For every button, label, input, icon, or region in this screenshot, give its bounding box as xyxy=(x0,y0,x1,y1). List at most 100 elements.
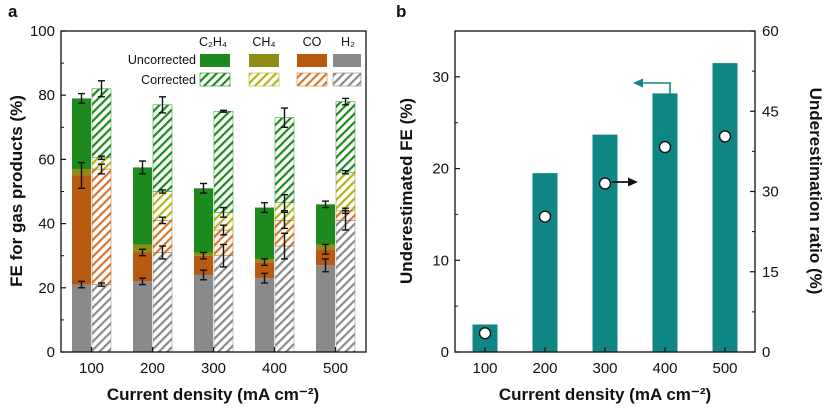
y-tick-label: 100 xyxy=(30,23,55,40)
bar-underestimated-fe-400 xyxy=(652,93,678,352)
x-tick-label: 400 xyxy=(652,360,677,377)
bar-uncorrected-h2-200 xyxy=(133,281,152,352)
y-tick-label: 0 xyxy=(47,344,55,361)
legend-swatch-uncorrected-c2h4 xyxy=(200,54,230,67)
y-tick-label: 60 xyxy=(38,151,55,168)
panel-a-error-bars xyxy=(78,80,349,289)
bar-underestimated-fe-300 xyxy=(592,134,618,352)
y-tick-label: 30 xyxy=(432,69,449,86)
chart-panel-a: a 0 20 40 60 80 100 100 200 300 400 500 Current d… xyxy=(7,2,367,404)
y-tick-label: 10 xyxy=(432,252,449,269)
point-underestimation-ratio-200 xyxy=(538,210,552,223)
error-bar-corrected-ch4-200 xyxy=(159,189,166,194)
panel-a-legend: C₂H₄ CH₄ CO H₂ Uncorrected Corrected xyxy=(128,35,362,87)
bar-corrected-h2-100 xyxy=(91,284,112,353)
legend-swatch-corrected-h2 xyxy=(332,72,362,87)
error-bar-corrected-ch4-100 xyxy=(98,155,105,161)
legend-swatch-corrected-ch4 xyxy=(248,72,280,87)
error-bar-corrected-co-500 xyxy=(342,207,349,215)
bar-corrected-c2h4-300 xyxy=(213,111,234,213)
y-tick-label: 20 xyxy=(432,161,449,178)
error-bar-uncorrected-h2-300 xyxy=(200,269,207,281)
bar-uncorrected-co-200 xyxy=(133,252,152,282)
error-bar-uncorrected-c2h4-400 xyxy=(261,202,268,214)
error-bar-uncorrected-c2h4-200 xyxy=(139,160,146,175)
error-bar-uncorrected-co-100 xyxy=(78,161,85,189)
bar-corrected-h2-300 xyxy=(213,255,234,353)
y2-tick-label: 60 xyxy=(762,23,779,40)
x-tick-label: 200 xyxy=(140,360,165,377)
panel-b-x-axis-label: Current density (mA cm⁻²) xyxy=(499,385,711,404)
error-bar-corrected-co-100 xyxy=(98,163,105,175)
panel-a-bars xyxy=(72,88,356,353)
left-axis-arrow-icon xyxy=(633,78,671,99)
bar-corrected-c2h4-200 xyxy=(152,104,173,192)
y2-tick-label: 30 xyxy=(762,184,779,201)
bar-corrected-c2h4-500 xyxy=(335,101,356,173)
error-bar-corrected-ch4-300 xyxy=(220,206,227,218)
x-tick-label: 100 xyxy=(472,360,497,377)
error-bar-corrected-ch4-400 xyxy=(281,194,288,212)
point-underestimation-ratio-500 xyxy=(718,130,732,143)
bar-uncorrected-h2-100 xyxy=(72,284,91,352)
bar-uncorrected-c2h4-100 xyxy=(72,98,91,170)
error-bar-corrected-h2-400 xyxy=(281,232,288,260)
legend-col-co: CO xyxy=(303,35,322,49)
panel-b-x-ticks: 100 200 300 400 500 xyxy=(472,347,738,377)
panel-b-points xyxy=(478,130,732,340)
legend-col-ch4: CH₄ xyxy=(252,35,275,49)
panel-b-bars xyxy=(472,63,738,352)
error-bar-corrected-co-200 xyxy=(159,216,166,225)
legend-row-corrected: Corrected xyxy=(141,73,196,87)
error-bar-uncorrected-c2h4-500 xyxy=(322,200,329,209)
error-bar-uncorrected-h2-200 xyxy=(139,277,146,286)
error-bar-corrected-h2-300 xyxy=(220,243,227,268)
panel-a-y-ticks: 0 20 40 60 80 100 xyxy=(30,23,66,361)
y-tick-label: 80 xyxy=(38,87,55,104)
bar-uncorrected-c2h4-200 xyxy=(133,167,152,245)
bar-uncorrected-c2h4-300 xyxy=(194,188,213,253)
error-bar-uncorrected-c2h4-300 xyxy=(200,182,207,194)
error-bar-corrected-c2h4-200 xyxy=(159,96,166,114)
point-underestimation-ratio-400 xyxy=(658,140,672,154)
point-underestimation-ratio-100 xyxy=(478,327,492,340)
bar-underestimated-fe-500 xyxy=(712,63,738,352)
bar-corrected-h2-200 xyxy=(152,252,173,353)
legend-swatch-uncorrected-co xyxy=(297,54,327,67)
bar-corrected-h2-400 xyxy=(274,245,295,353)
panel-a-x-axis-label: Current density (mA cm⁻²) xyxy=(107,385,319,404)
bar-uncorrected-co-300 xyxy=(194,255,213,275)
bar-corrected-h2-500 xyxy=(335,220,356,353)
bar-uncorrected-co-500 xyxy=(316,249,335,266)
error-bar-uncorrected-c2h4-100 xyxy=(78,92,85,104)
error-bar-uncorrected-h2-100 xyxy=(78,280,85,289)
chart-panel-b: b 0 10 20 30 0 15 30 45 60 100 200 300 400 500 Curr… xyxy=(396,2,825,404)
bar-corrected-ch4-200 xyxy=(152,191,173,221)
y2-tick-label: 45 xyxy=(762,103,779,120)
right-axis-arrow-icon xyxy=(612,177,638,187)
error-bar-corrected-co-400 xyxy=(281,211,288,230)
bar-uncorrected-ch4-200 xyxy=(133,244,152,253)
point-underestimation-ratio-300 xyxy=(598,177,612,190)
x-tick-label: 500 xyxy=(712,360,737,377)
y2-tick-label: 15 xyxy=(762,264,779,281)
x-tick-label: 500 xyxy=(323,360,348,377)
y2-tick-label: 0 xyxy=(762,344,770,361)
bar-underestimated-fe-200 xyxy=(532,173,558,352)
panel-label-b: b xyxy=(396,2,406,21)
error-bar-uncorrected-co-200 xyxy=(139,248,146,257)
legend-row-uncorrected: Uncorrected xyxy=(128,53,196,67)
legend-swatch-corrected-co xyxy=(296,72,328,87)
legend-swatch-uncorrected-ch4 xyxy=(249,54,279,67)
bar-uncorrected-co-100 xyxy=(72,175,91,285)
panel-b-right-y-axis-label: Underestimation ratio (%) xyxy=(806,88,825,295)
panel-b-left-y-axis-label: Underestimated FE (%) xyxy=(397,98,416,284)
error-bar-corrected-h2-100 xyxy=(98,282,105,287)
error-bar-corrected-c2h4-300 xyxy=(220,109,227,113)
error-bar-uncorrected-co-400 xyxy=(261,258,268,267)
x-tick-label: 300 xyxy=(592,360,617,377)
x-tick-label: 200 xyxy=(532,360,557,377)
error-bar-corrected-ch4-500 xyxy=(342,169,349,175)
legend-col-h2: H₂ xyxy=(341,35,355,49)
y-tick-label: 20 xyxy=(38,280,55,297)
